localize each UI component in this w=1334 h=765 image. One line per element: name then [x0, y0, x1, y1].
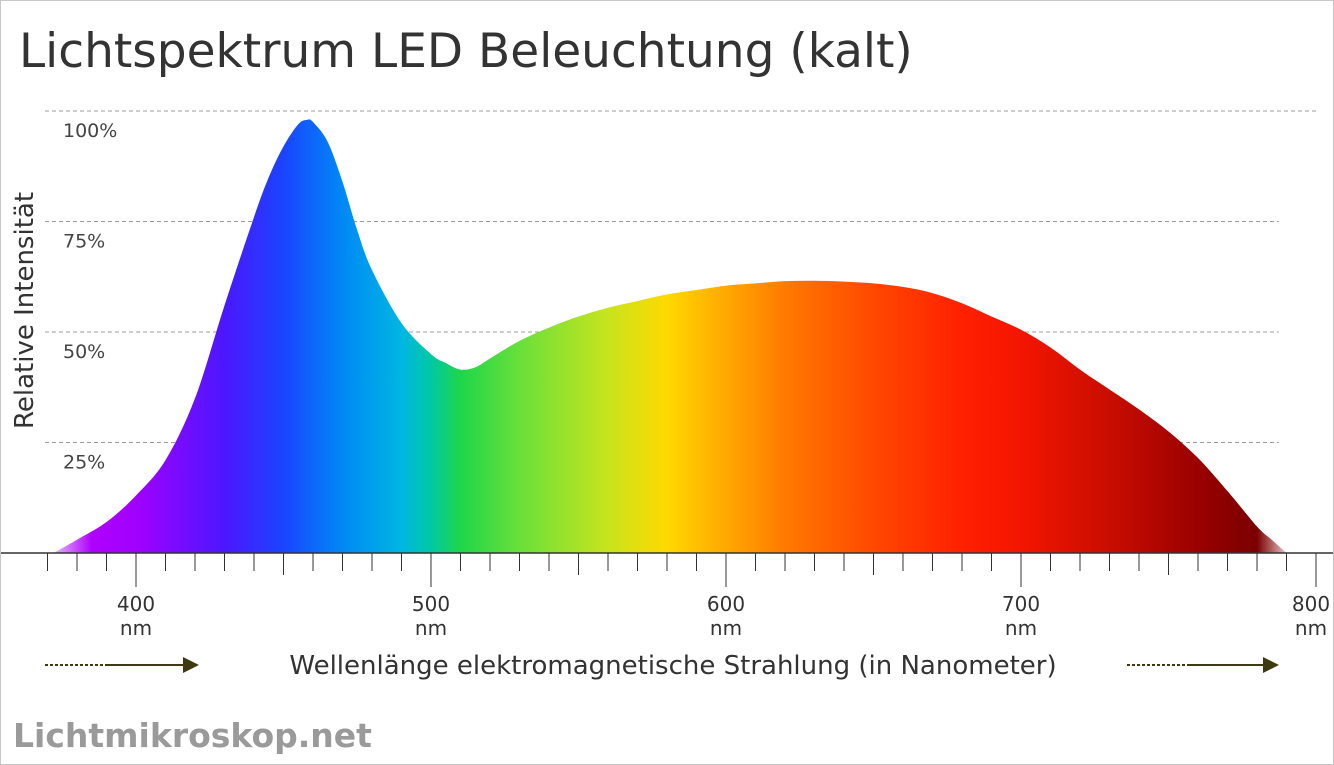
- y-tick-label-50: 50%: [63, 341, 105, 363]
- x-tick-label-800: 800: [1292, 592, 1330, 616]
- arrow-left: [45, 657, 199, 673]
- y-tick-label-25: 25%: [63, 452, 105, 474]
- site-brand: Lichtmikroskop.net: [13, 716, 372, 755]
- arrow-right: [1127, 657, 1279, 673]
- x-axis-label: Wellenlänge elektromagnetische Strahlung…: [289, 651, 1056, 681]
- x-tick-unit-700: nm: [1005, 616, 1037, 640]
- x-tick-label-500: 500: [412, 592, 450, 616]
- x-tick-label-400: 400: [117, 592, 155, 616]
- y-tick-label-100: 100%: [63, 120, 117, 142]
- x-tick-unit-600: nm: [710, 616, 742, 640]
- x-tick-unit-800: nm: [1295, 616, 1327, 640]
- spectrum-area: [53, 119, 1287, 553]
- x-tick-label-600: 600: [707, 592, 745, 616]
- y-axis-label: Relative Intensität: [10, 192, 40, 429]
- x-tick-unit-500: nm: [415, 616, 447, 640]
- y-tick-labels: 25% 50% 75% 100%: [63, 120, 117, 474]
- x-tick-unit-400: nm: [120, 616, 152, 640]
- chart-title: Lichtspektrum LED Beleuchtung (kalt): [19, 24, 913, 79]
- x-tick-label-700: 700: [1002, 592, 1040, 616]
- y-tick-label-75: 75%: [63, 231, 105, 253]
